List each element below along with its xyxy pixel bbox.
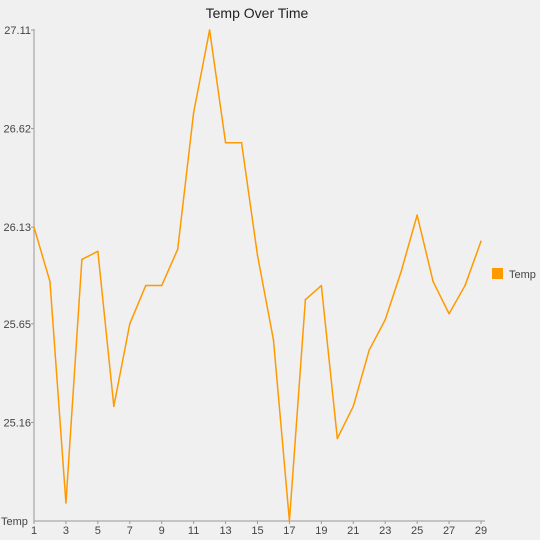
data-point <box>224 141 227 144</box>
x-tick-label: 3 <box>63 525 69 537</box>
x-tick-label: 27 <box>443 525 455 537</box>
series-line-temp <box>33 29 482 522</box>
x-tick-label: 25 <box>411 525 423 537</box>
x-tick-label: 11 <box>188 525 199 537</box>
data-point <box>97 250 99 253</box>
data-point <box>304 298 307 301</box>
data-point <box>432 280 434 283</box>
x-tick-label: 21 <box>347 525 359 537</box>
data-point <box>113 405 115 408</box>
data-point <box>320 284 323 287</box>
x-tick-label: 1 <box>31 525 37 537</box>
series-layer <box>33 29 482 522</box>
data-point <box>33 226 35 229</box>
data-point <box>208 29 211 31</box>
x-tick-label: 5 <box>95 525 101 537</box>
x-tick-label: 9 <box>159 525 165 537</box>
data-point <box>336 437 339 440</box>
data-point <box>464 284 466 287</box>
y-tick-label: 26.13 <box>3 222 31 234</box>
y-tick-label: 27.11 <box>4 25 31 37</box>
x-axis-ticks: 1 3 5 7 9 11 13 15 17 19 21 23 25 27 29 <box>31 521 487 537</box>
x-tick-label: 29 <box>475 525 487 537</box>
data-point <box>384 318 387 321</box>
data-point <box>368 349 371 351</box>
legend: Temp <box>492 268 536 281</box>
legend-label-temp: Temp <box>509 269 536 281</box>
data-point <box>160 284 163 287</box>
x-tick-label: 7 <box>127 525 133 537</box>
data-point <box>272 339 275 341</box>
y-axis-name: Temp <box>1 516 28 528</box>
x-tick-label: 17 <box>283 525 295 537</box>
data-point <box>176 248 179 251</box>
x-tick-label: 19 <box>315 525 327 537</box>
data-point <box>49 280 51 283</box>
y-tick-label: 26.62 <box>3 124 31 136</box>
y-tick-label: 25.65 <box>3 319 31 331</box>
legend-swatch-temp <box>492 268 503 279</box>
data-point <box>192 111 195 114</box>
data-point <box>416 214 418 216</box>
data-point <box>65 502 67 504</box>
data-point <box>288 520 291 522</box>
data-point <box>81 258 83 261</box>
data-point <box>352 405 355 408</box>
x-tick-label: 23 <box>379 525 391 537</box>
y-axis-ticks: 27.11 26.62 26.13 25.65 25.16 Temp <box>1 25 34 528</box>
data-point <box>240 141 243 144</box>
y-tick-label: 25.16 <box>3 417 31 429</box>
data-point <box>480 240 482 243</box>
data-point <box>128 322 131 325</box>
x-tick-label: 15 <box>251 525 263 537</box>
data-point <box>256 254 259 257</box>
x-tick-label: 13 <box>219 525 231 537</box>
chart-title: Temp Over Time <box>206 5 309 21</box>
data-point <box>144 284 147 287</box>
axes <box>33 29 485 522</box>
data-point <box>448 312 450 315</box>
data-point <box>400 270 402 273</box>
